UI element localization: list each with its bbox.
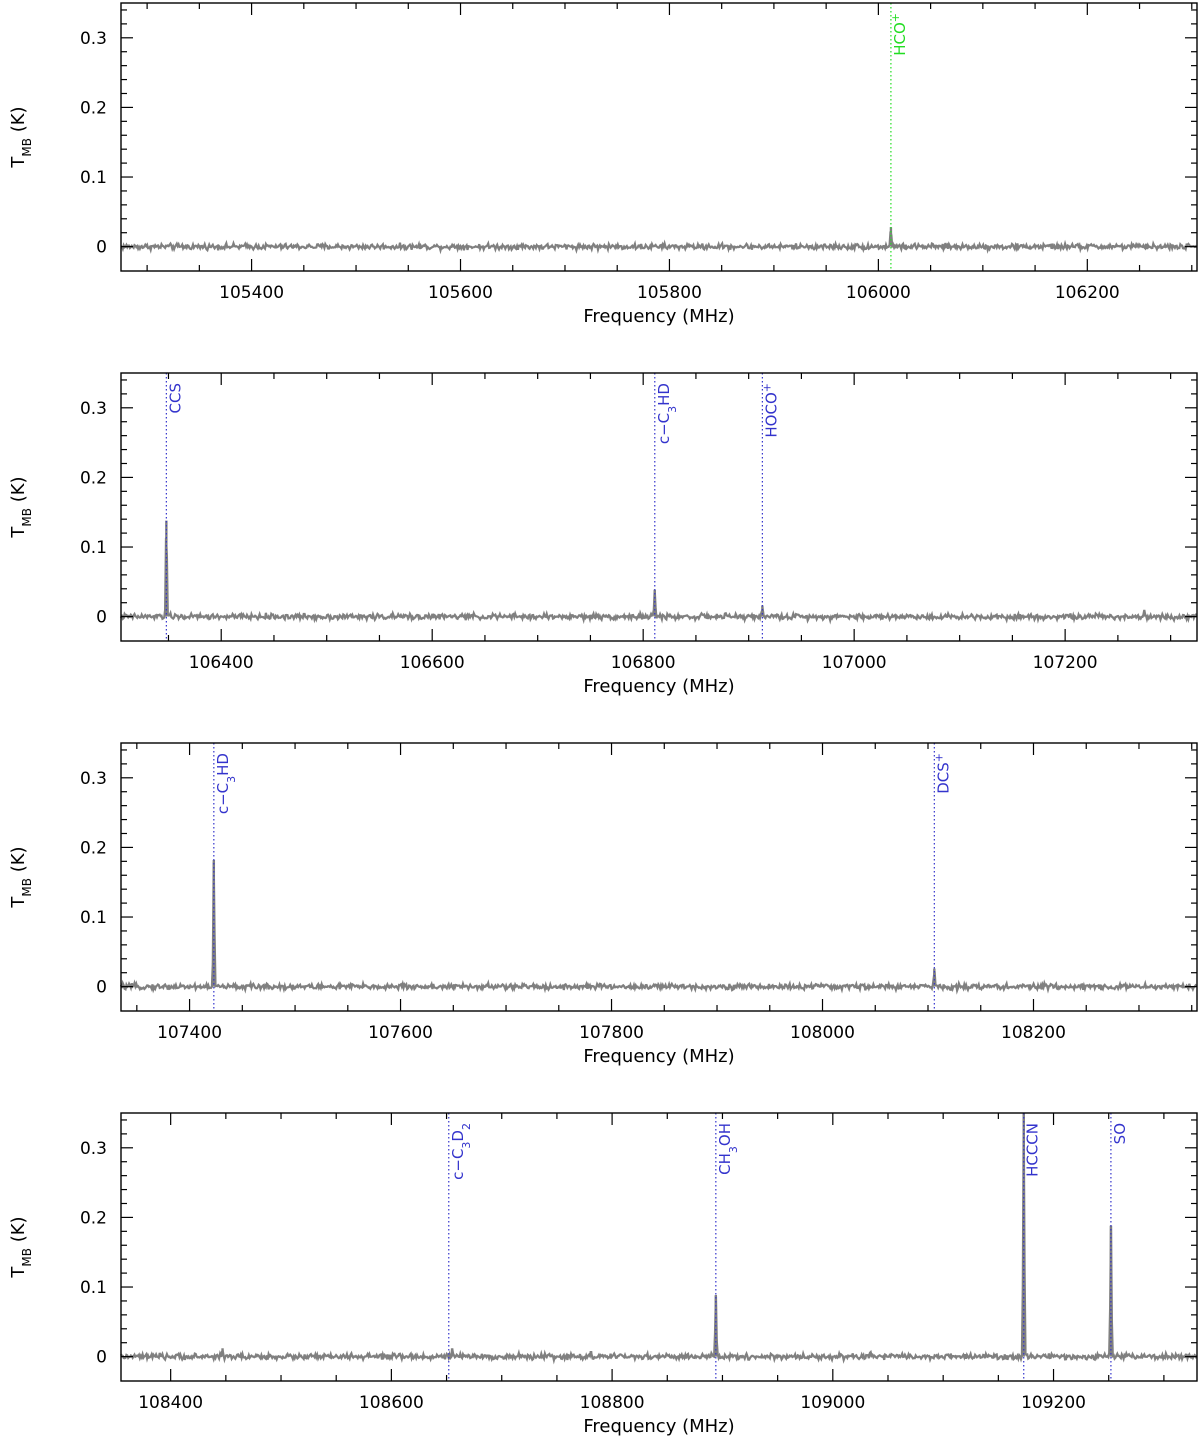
- x-tick-label: 105800: [637, 283, 702, 303]
- panel-2: CCS c−C3HD HOCO+ 106400 106600 106800 107000 10…: [8, 372, 1198, 697]
- x-tick-label: 106800: [611, 653, 676, 673]
- y-tick-label: 0.1: [80, 538, 107, 558]
- y-axis-label: TMB (K): [8, 846, 34, 908]
- y-axis-label: TMB (K): [8, 476, 34, 538]
- x-tick-label: 108400: [138, 1393, 203, 1413]
- y-tick-label: 0: [96, 1348, 107, 1368]
- x-tick-label: 107800: [579, 1023, 644, 1043]
- x-tick-label: 105400: [219, 283, 284, 303]
- panel-4: c−C3D2 CH3OH HCCCN SO 108400 108600 108800 1090…: [8, 1112, 1198, 1437]
- y-tick-label: 0: [96, 238, 107, 258]
- spectrum-line: [119, 537, 1198, 625]
- line-label-3: HOCO+: [760, 383, 781, 438]
- line-label-1: CCS: [166, 383, 184, 413]
- spectrum-line: [119, 862, 1198, 995]
- x-tick-label: 106600: [400, 653, 465, 673]
- plot-frame: [120, 2, 1198, 272]
- x-tick-label: 108800: [580, 1393, 645, 1413]
- x-axis-label: Frequency (MHz): [583, 676, 734, 697]
- y-tick-label: 0.2: [80, 468, 107, 488]
- x-tick-label: 108200: [1001, 1023, 1066, 1043]
- y-tick-label: 0.3: [80, 1139, 107, 1159]
- line-label-3: HCCCN: [1024, 1123, 1042, 1177]
- line-label-1: c−C3HD: [214, 753, 238, 814]
- x-tick-label: 107000: [822, 653, 887, 673]
- y-tick-label: 0.2: [80, 838, 107, 858]
- y-tick-label: 0: [96, 608, 107, 628]
- line-label-4: SO: [1111, 1123, 1129, 1144]
- x-tick-label: 107600: [368, 1023, 433, 1043]
- y-tick-label: 0.3: [80, 399, 107, 419]
- x-tick-label: 107400: [157, 1023, 222, 1043]
- line-label-1: c−C3D2: [449, 1123, 473, 1180]
- y-axis-label: TMB (K): [8, 1216, 34, 1278]
- x-tick-label: 108000: [790, 1023, 855, 1043]
- y-axis-label: TMB (K): [8, 106, 34, 168]
- x-tick-label: 109000: [800, 1393, 865, 1413]
- x-tick-label: 107200: [1033, 653, 1098, 673]
- line-label-1: HCO+: [888, 13, 909, 56]
- line-label-2: c−C3HD: [655, 383, 679, 444]
- x-axis-label: Frequency (MHz): [583, 1416, 734, 1437]
- x-axis-label: Frequency (MHz): [583, 1046, 734, 1067]
- x-tick-label: 106400: [189, 653, 254, 673]
- y-tick-label: 0.2: [80, 98, 107, 118]
- x-tick-label: 108600: [359, 1393, 424, 1413]
- y-tick-label: 0.3: [80, 769, 107, 789]
- y-tick-label: 0.1: [80, 1278, 107, 1298]
- plot-frame: [120, 372, 1198, 642]
- y-tick-label: 0.1: [80, 168, 107, 188]
- x-tick-label: 106000: [846, 283, 911, 303]
- plot-frame: [120, 1112, 1198, 1382]
- x-tick-label: 106200: [1055, 283, 1120, 303]
- panel-1: HCO+ 105400 105600 105800 106000 106200 0 0.1 0.…: [8, 2, 1198, 327]
- spectrum-line: [120, 1112, 1198, 1365]
- spectrum-line: [120, 231, 1198, 255]
- line-label-2: DCS+: [932, 753, 953, 794]
- y-tick-label: 0: [96, 978, 107, 998]
- x-tick-label: 109200: [1021, 1393, 1086, 1413]
- x-tick-label: 105600: [428, 283, 493, 303]
- x-axis-label: Frequency (MHz): [583, 306, 734, 327]
- panel-3: c−C3HD DCS+ 107400 107600 107800 108000 108200…: [8, 742, 1198, 1067]
- plot-frame: [120, 742, 1198, 1012]
- y-tick-label: 0.1: [80, 908, 107, 928]
- y-tick-label: 0.3: [80, 29, 107, 49]
- line-label-2: CH3OH: [716, 1123, 740, 1175]
- y-tick-label: 0.2: [80, 1208, 107, 1228]
